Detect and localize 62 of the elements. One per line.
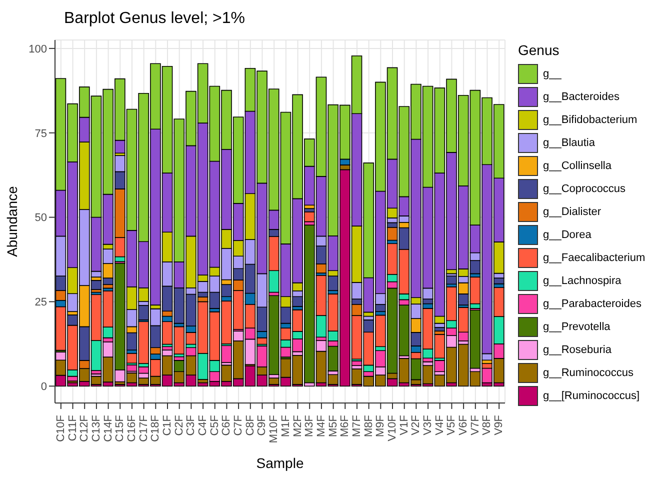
x-tick-label: C18F	[150, 414, 162, 442]
x-tick-label: C6F	[220, 414, 233, 436]
legend-label: g__	[543, 68, 562, 80]
legend-label: g__Dorea	[543, 228, 592, 240]
legend-title: Genus	[518, 42, 560, 58]
y-tick-label: 50	[34, 212, 47, 224]
chart-title: Barplot Genus level; >1%	[64, 10, 245, 28]
y-tick-label: 100	[28, 43, 47, 56]
x-tick-label: V2F	[410, 414, 422, 436]
legend-label: g__Collinsella	[543, 160, 612, 172]
x-tick-label: C14F	[102, 414, 114, 442]
x-tick-label: M1F	[280, 414, 292, 437]
x-tick-label: V6F	[458, 414, 470, 436]
x-tick-label: C4F	[197, 414, 210, 436]
y-tick-label: 25	[34, 296, 47, 309]
x-tick-label: C1F	[162, 414, 174, 436]
x-tick-label: M3F	[304, 414, 316, 437]
legend-label: g__Faecalibacterium	[543, 252, 646, 264]
x-tick-label: C13F	[90, 414, 102, 442]
x-tick-label: C7F	[232, 414, 245, 436]
legend-label: g__[Ruminococcus]	[543, 390, 640, 402]
x-tick-label: C16F	[126, 414, 138, 442]
x-tick-label: M8F	[362, 414, 375, 437]
x-tick-label: C2F	[173, 414, 186, 436]
legend-label: g__Parabacteroides	[543, 298, 642, 310]
y-axis-title: Abundance	[4, 186, 20, 257]
x-tick-label: M7F	[350, 414, 363, 437]
x-tick-label: V5F	[446, 414, 458, 436]
x-tick-label: C3F	[185, 414, 198, 436]
x-tick-label: V9F	[493, 414, 506, 436]
legend-label: g__Prevotella	[543, 320, 610, 332]
x-tick-label: M4F	[315, 414, 328, 437]
x-tick-label: C9F	[256, 414, 268, 436]
x-tick-label: V10F	[386, 414, 398, 442]
y-tick-label: 75	[34, 128, 47, 140]
legend-label: g__Ruminococcus	[543, 366, 634, 378]
x-tick-label: M2F	[292, 414, 304, 437]
legend-label: g__Bacteroides	[543, 90, 620, 102]
x-tick-label: C10F	[54, 414, 67, 442]
y-tick-label: 0	[40, 381, 47, 394]
legend-label: g__Bifidobacterium	[543, 114, 638, 126]
x-tick-label: M9F	[374, 414, 387, 437]
x-tick-label: M6F	[339, 414, 352, 437]
legend-label: g__Coprococcus	[543, 182, 626, 194]
x-tick-label: C15F	[114, 414, 126, 442]
x-tick-label: C17F	[138, 414, 150, 442]
legend-label: g__Blautia	[543, 136, 595, 148]
x-tick-label: C11F	[66, 414, 79, 442]
x-tick-label: M5F	[327, 414, 340, 437]
x-tick-label: C5F	[208, 414, 221, 436]
legend-label: g__Lachnospira	[543, 274, 622, 286]
x-tick-label: V3F	[422, 414, 434, 436]
x-tick-label: M10F	[268, 414, 280, 444]
x-tick-label: V4F	[434, 414, 446, 436]
legend-label: g__Roseburia	[543, 344, 612, 356]
x-tick-label: V7F	[469, 414, 482, 436]
x-tick-label: V1F	[398, 414, 410, 436]
x-tick-label: C8F	[244, 414, 256, 436]
x-tick-label: C12F	[78, 414, 91, 442]
x-tick-label: V8F	[481, 414, 494, 436]
x-axis-title: Sample	[256, 455, 304, 471]
legend-label: g__Dialister	[543, 206, 602, 218]
